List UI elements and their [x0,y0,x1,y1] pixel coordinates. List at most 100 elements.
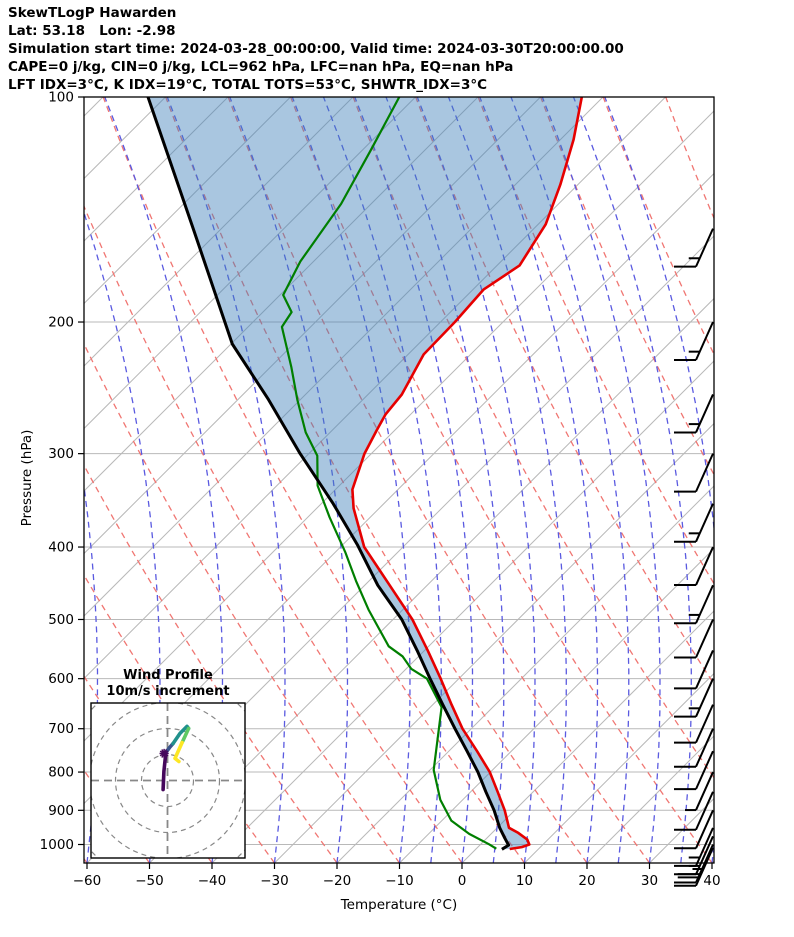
moist-adiabat [385,97,505,863]
wind-barb [674,546,714,587]
dewpoint-curve [280,97,497,850]
isotherm [399,547,714,863]
dry-adiabat [540,97,714,477]
isotherm [274,422,714,863]
parcel-curve [146,97,511,851]
wind-barb [674,809,714,850]
x-tick-label: −20 [323,873,352,889]
dry-adiabat [84,342,401,863]
isotherm [649,797,714,863]
wind-barbs [674,228,714,887]
wind-barb [674,321,714,362]
moist-adiabat [604,97,714,863]
wind-barb [674,394,714,434]
moist-adiabat [541,97,661,863]
hodograph-trace [161,750,168,792]
isotherm [461,610,714,863]
dry-adiabat [84,464,338,863]
isotherm [84,97,416,430]
x-tick-label: 10 [516,873,533,889]
y-tick-label: 900 [48,803,74,819]
hodograph-trace [180,726,191,745]
y-tick-label: 600 [48,671,74,687]
isotherm [336,485,714,863]
moist-adiabat [322,97,442,863]
isotherm [524,672,714,863]
dry-adiabat [102,97,526,863]
dry-adiabat [84,204,463,863]
wind-barb [674,584,714,625]
wind-barb [674,750,714,791]
moist-adiabat [510,97,630,863]
isotherm [84,110,714,742]
isotherm [211,360,714,863]
moist-adiabat [229,97,349,863]
dry-adiabat [728,97,794,863]
wind-barb [674,503,714,543]
wind-barb [674,704,714,744]
x-tick-label: 30 [641,873,658,889]
y-tick-label: 300 [48,446,74,462]
moist-adiabat [479,97,599,863]
x-tick-label: −30 [260,873,289,889]
hodograph-trace [173,740,184,764]
isotherm [84,97,354,367]
tick-labels: −60 −50 −40 −30 −20 −10 0 10 20 30 40 100 200 300 400 5… [40,90,721,890]
dry-adiabat [665,97,714,220]
dry-adiabat [290,97,713,863]
y-tick-label: 500 [48,612,74,628]
hodograph-subtitle: 10m/s increment [106,684,230,699]
moist-adiabat [416,97,536,863]
x-axis-label: Temperature (°C) [340,897,458,913]
wind-barb [674,847,714,887]
hodograph-inset [90,702,246,859]
moist-adiabat [291,97,411,863]
x-tick-label: −40 [198,873,227,889]
dry-adiabat [84,857,88,863]
isotherm [84,97,666,680]
hodograph-ring [114,727,221,834]
dry-adiabat [165,97,588,863]
x-tick-label: 0 [458,873,467,889]
dry-adiabat [227,97,651,863]
figure-title: SkewTLogP Hawarden [8,5,177,21]
profiles [146,97,584,851]
wind-barb [685,771,714,812]
wind-barb [674,228,714,268]
isotherm [84,97,291,305]
isotherm [149,297,714,863]
y-tick-label: 1000 [40,837,74,853]
moist-adiabat [447,97,567,863]
x-tick-label: 40 [703,873,720,889]
y-tick-label: 700 [48,721,74,737]
isotherm [84,97,541,555]
wind-barb [674,650,714,690]
wind-barb [674,453,714,493]
x-tick-label: −60 [73,873,102,889]
cape-line: CAPE=0 j/kg, CIN=0 j/kg, LCL=962 hPa, LF… [8,59,514,75]
moist-adiabat [84,481,99,863]
isotherm [84,97,229,242]
isotherm [84,97,604,617]
indices-line: LFT IDX=3°C, K IDX=19°C, TOTAL TOTS=53°C… [8,77,488,93]
x-tick-label: −10 [385,873,414,889]
x-tick-label: −50 [135,873,164,889]
moist-adiabat [572,97,692,863]
dry-adiabat [352,97,714,779]
hodograph-title: Wind Profile [123,668,213,683]
location-line: Lat: 53.18 Lon: -2.98 [8,23,176,39]
wind-barb [674,619,714,659]
axis-ticks [78,96,713,869]
y-tick-label: 100 [48,90,74,106]
y-tick-label: 200 [48,315,74,331]
dry-adiabat [415,97,714,686]
moist-adiabat [354,97,474,863]
cape-shading [148,97,582,850]
hodograph-surface-marker [159,750,169,757]
temperature-curve [351,97,584,851]
wind-barb [674,791,714,831]
isotherm [84,97,479,492]
wind-barb [674,678,714,718]
